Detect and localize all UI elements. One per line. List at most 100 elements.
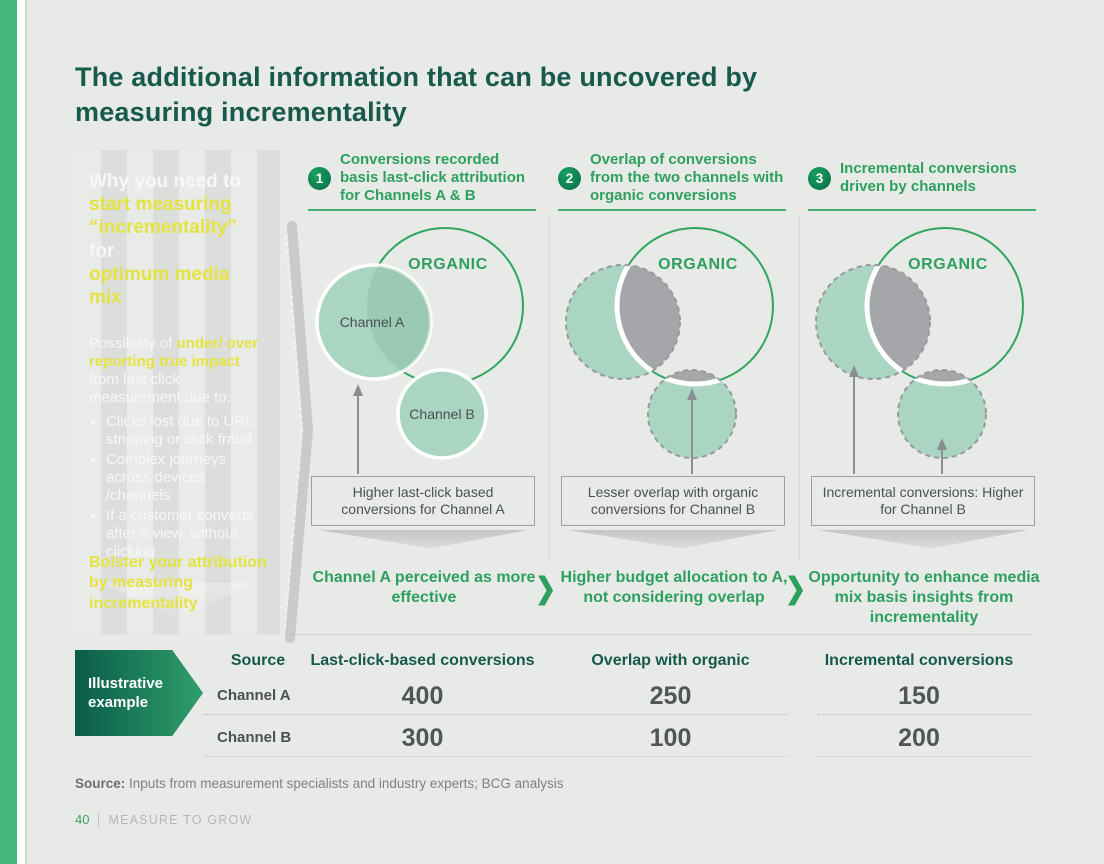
table-cell: 400 bbox=[401, 682, 444, 710]
panel-2-shadow-arrow bbox=[568, 530, 778, 549]
bullet-item: Complex journeys across devices /channel… bbox=[106, 451, 266, 505]
heading-line: start measuring bbox=[89, 194, 232, 216]
pointer-arrowhead-a bbox=[849, 365, 859, 377]
panel-2-header: 2 Overlap of conversions from the two ch… bbox=[558, 150, 790, 206]
panel-2: 2 Overlap of conversions from the two ch… bbox=[558, 150, 790, 650]
illustrative-label-line2: example bbox=[88, 694, 149, 711]
venn-diagram-3: ORGANIC bbox=[815, 227, 1024, 474]
page-footer: 40 MEASURE TO GROW bbox=[75, 812, 252, 827]
pointer-arrowhead-b bbox=[937, 438, 947, 450]
panel-1-caption: Higher last-click based conversions for … bbox=[311, 476, 535, 526]
table-column-last-click: Last-click-based conversions 400 300 bbox=[310, 650, 535, 756]
illustrative-label-line1: Illustrative bbox=[88, 674, 164, 692]
panel-divider bbox=[549, 218, 550, 560]
why-box-bullets: Clicks lost due to URL stripping or clic… bbox=[89, 413, 266, 561]
white-gap-arc bbox=[614, 265, 680, 379]
left-edge-gap bbox=[17, 0, 25, 864]
table-cell: 100 bbox=[649, 724, 692, 752]
heading-line: optimum media mix bbox=[89, 263, 230, 308]
table-column-incremental: Incremental conversions 150 200 bbox=[806, 650, 1032, 756]
channel-a-circle bbox=[315, 263, 433, 381]
column-header: Source bbox=[230, 652, 286, 669]
heading-line: for bbox=[89, 240, 115, 262]
table-column-overlap: Overlap with organic 250 100 bbox=[558, 650, 783, 756]
panel-2-underline bbox=[558, 209, 786, 211]
why-box-footer: Bolster your attribution by measuring in… bbox=[89, 553, 267, 613]
bullet-item: Clicks lost due to URL stripping or clic… bbox=[106, 413, 266, 449]
panel-2-title: Overlap of conversions from the two chan… bbox=[590, 150, 784, 205]
channel-a-dashed-outline bbox=[565, 264, 681, 380]
table-cell: 150 bbox=[898, 682, 940, 710]
left-edge-line bbox=[25, 0, 27, 864]
why-box-heading: Why you need to start measuring “increme… bbox=[89, 170, 266, 309]
panel-divider bbox=[799, 218, 800, 560]
white-gap-arc bbox=[864, 265, 930, 379]
white-gap-arc bbox=[898, 370, 986, 387]
channel-b-circle bbox=[898, 370, 986, 458]
channel-b-label: Channel B bbox=[409, 406, 474, 422]
step-3-badge: 3 bbox=[808, 166, 831, 190]
source-note: Source: Inputs from measurement speciali… bbox=[75, 776, 563, 791]
channel-b-dashed-outline bbox=[647, 369, 737, 459]
source-text: Inputs from measurement specialists and … bbox=[125, 776, 564, 791]
channel-b-dashed-outline bbox=[897, 369, 987, 459]
table-column-source: Source Channel A Channel B bbox=[203, 650, 313, 756]
channel-b-circle bbox=[396, 368, 488, 460]
table-row-divider bbox=[818, 756, 1032, 757]
column-header: Overlap with organic bbox=[591, 652, 750, 669]
page-title: The additional information that can be u… bbox=[75, 62, 758, 128]
column-header: Last-click-based conversions bbox=[310, 652, 535, 669]
overlap-region bbox=[367, 265, 431, 379]
panel-1: 1 Conversions recorded basis last-click … bbox=[308, 150, 540, 650]
column-header: Incremental conversions bbox=[824, 652, 1014, 669]
section-divider bbox=[290, 634, 1032, 635]
why-box: Why you need to start measuring “increme… bbox=[75, 150, 280, 635]
panel-3-header: 3 Incremental conversions driven by chan… bbox=[808, 150, 1040, 206]
chevron-right-icon: ❯ bbox=[535, 572, 556, 606]
page-number: 40 bbox=[75, 812, 90, 827]
venn-diagram-2: ORGANIC bbox=[565, 227, 774, 474]
panel-1-conclusion: Channel A perceived as more effective bbox=[312, 569, 536, 606]
channel-a-overlap-region bbox=[617, 265, 680, 379]
panel-1-underline bbox=[308, 209, 536, 211]
panel-3-title: Incremental conversions driven by channe… bbox=[840, 159, 1017, 195]
pointer-arrowhead bbox=[687, 388, 697, 400]
panel-1-header: 1 Conversions recorded basis last-click … bbox=[308, 150, 540, 206]
channel-a-dashed-outline bbox=[815, 264, 931, 380]
white-gap-arc bbox=[648, 370, 736, 387]
source-label: Source: bbox=[75, 776, 126, 791]
footer-divider bbox=[98, 812, 100, 827]
organic-label: ORGANIC bbox=[908, 256, 988, 273]
report-title: MEASURE TO GROW bbox=[108, 812, 253, 827]
chevron-right-icon: ❯ bbox=[785, 572, 806, 606]
panel-3-shadow-arrow bbox=[818, 530, 1028, 549]
heading-line: Why you need to bbox=[89, 171, 241, 192]
channel-a-label: Channel A bbox=[340, 314, 405, 330]
panel-3-conclusion: Opportunity to enhance media mix basis i… bbox=[808, 569, 1040, 626]
bullet-item: If a customer converts after a view, wit… bbox=[106, 507, 266, 561]
organic-label: ORGANIC bbox=[658, 256, 738, 273]
panel-2-conclusion: Higher budget allocation to A, not consi… bbox=[560, 569, 788, 606]
step-2-badge: 2 bbox=[558, 166, 581, 190]
pointer-arrowhead bbox=[353, 384, 363, 396]
table-cell: 200 bbox=[898, 724, 940, 752]
venn-diagram-1: ORGANIC Channel A Channel B bbox=[315, 227, 524, 474]
flow-chevron-icon bbox=[284, 221, 314, 643]
table-cell: Channel B bbox=[217, 729, 292, 746]
panel-3-caption: Incremental conversions: Higher for Chan… bbox=[811, 476, 1035, 526]
panel-3: 3 Incremental conversions driven by chan… bbox=[808, 150, 1040, 650]
table-cell: Channel A bbox=[217, 687, 291, 704]
illustrative-example-arrow: Illustrative example bbox=[75, 650, 203, 736]
table-cell: 300 bbox=[401, 724, 444, 752]
channel-a-overlap-region bbox=[867, 265, 930, 379]
panel-2-caption: Lesser overlap with organic conversions … bbox=[561, 476, 785, 526]
left-edge-bar bbox=[0, 0, 17, 864]
table-cell: 250 bbox=[649, 682, 692, 710]
step-1-badge: 1 bbox=[308, 166, 331, 190]
panel-1-shadow-arrow bbox=[318, 530, 528, 549]
panel-3-underline bbox=[808, 209, 1036, 211]
why-box-paragraph: Possibility of under/ over reporting tru… bbox=[89, 335, 259, 407]
organic-label: ORGANIC bbox=[408, 256, 488, 273]
table-row-divider bbox=[203, 756, 788, 757]
